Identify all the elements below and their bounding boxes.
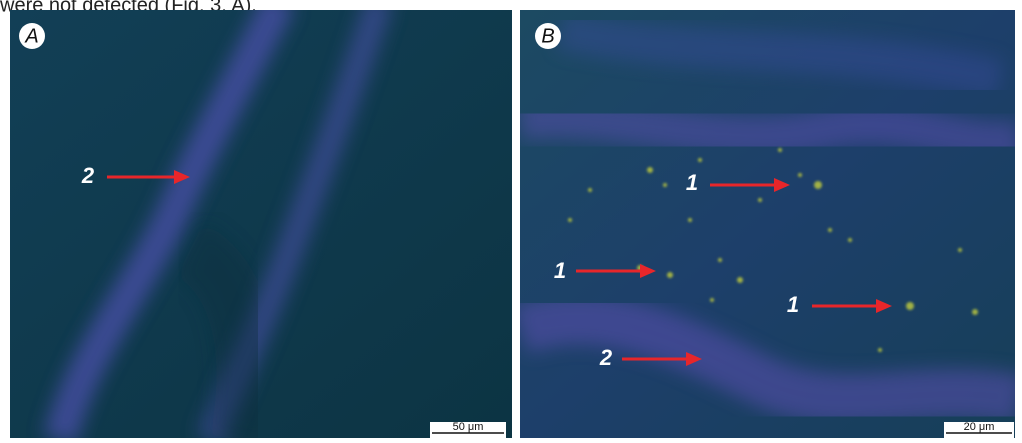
annotation-label: 2 [81, 163, 95, 188]
panel-label: B [541, 25, 554, 47]
annotation-label: 1 [787, 292, 799, 317]
panel-b [520, 10, 1020, 438]
panel-label: A [24, 25, 38, 47]
scale-bar-label: 50 μm [453, 421, 484, 433]
annotation-label: 1 [554, 258, 566, 283]
figure: were not detected (Fig. 3, A). A 2 50 μm… [0, 0, 1022, 438]
annotation-label: 2 [599, 345, 613, 370]
panel-a [10, 0, 512, 438]
annotation-label: 1 [686, 170, 698, 195]
scale-bar-label: 20 μm [964, 421, 995, 433]
page: {"caption_fragment": "were not detected … [0, 0, 1022, 438]
